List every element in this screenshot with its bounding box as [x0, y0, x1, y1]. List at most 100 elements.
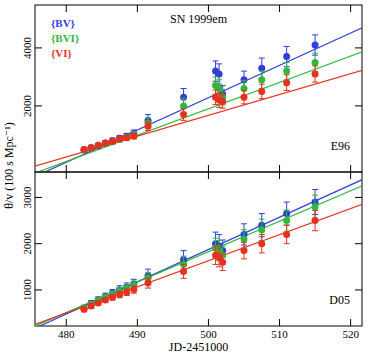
- fit-line: [35, 185, 362, 326]
- error-bar: [117, 291, 123, 297]
- error-cap: [181, 108, 187, 109]
- error-cap: [241, 223, 247, 224]
- x-tick: [208, 172, 209, 179]
- y-tick: [355, 105, 362, 106]
- y-tick-label: 2000: [21, 232, 33, 255]
- point: [88, 144, 95, 151]
- point: [283, 217, 290, 224]
- point: [145, 123, 152, 130]
- x-tick-label: 480: [58, 328, 75, 340]
- error-cap: [259, 98, 265, 99]
- error-cap: [284, 209, 290, 210]
- error-cap: [259, 234, 265, 235]
- error-bar: [259, 234, 265, 252]
- x-tick: [137, 319, 138, 326]
- error-bar: [312, 35, 318, 55]
- y-tick-label: 3000: [21, 186, 33, 209]
- x-axis-label: JD-2451000: [169, 340, 228, 353]
- error-cap: [284, 62, 290, 63]
- point: [240, 94, 247, 101]
- point: [81, 306, 88, 313]
- point: [180, 268, 187, 275]
- point: [312, 59, 319, 66]
- point: [130, 133, 137, 140]
- point: [123, 134, 130, 141]
- point: [95, 142, 102, 149]
- error-cap: [213, 89, 219, 90]
- plot-area: [35, 178, 362, 326]
- error-cap: [312, 34, 318, 35]
- error-cap: [241, 258, 247, 259]
- point: [95, 142, 102, 149]
- error-cap: [259, 213, 265, 214]
- y-tick: [355, 243, 362, 244]
- error-cap: [312, 230, 318, 231]
- error-cap: [213, 232, 219, 233]
- point: [109, 137, 116, 144]
- error-cap: [213, 104, 219, 105]
- x-tick: [66, 165, 67, 172]
- y-tick-label: 1000: [21, 278, 33, 301]
- y-tick-label: 2000: [21, 94, 33, 117]
- point: [283, 79, 290, 86]
- error-cap: [145, 272, 151, 273]
- point: [180, 102, 187, 109]
- point: [95, 299, 102, 306]
- frame: [35, 5, 362, 172]
- x-tick: [137, 5, 138, 12]
- error-cap: [145, 118, 151, 119]
- error-cap: [259, 219, 265, 220]
- error-cap: [181, 98, 187, 99]
- error-cap: [181, 88, 187, 89]
- error-cap: [220, 253, 226, 254]
- point: [88, 144, 95, 151]
- x-tick: [208, 165, 209, 172]
- error-bar: [312, 66, 318, 82]
- error-cap: [312, 210, 318, 211]
- error-cap: [216, 107, 222, 108]
- error-bar: [145, 278, 151, 288]
- annotation: D05: [329, 293, 350, 307]
- error-cap: [241, 80, 247, 81]
- point: [109, 294, 116, 301]
- error-cap: [216, 63, 222, 64]
- error-cap: [284, 243, 290, 244]
- y-tick: [355, 197, 362, 198]
- error-cap: [241, 71, 247, 72]
- error-cap: [181, 278, 187, 279]
- point: [95, 142, 102, 149]
- fit-line: [35, 70, 362, 170]
- point: [130, 286, 137, 293]
- point: [258, 65, 265, 72]
- point: [258, 88, 265, 95]
- error-bar: [131, 133, 137, 139]
- error-cap: [124, 282, 130, 283]
- title: SN 1999em: [170, 12, 228, 26]
- point: [216, 85, 223, 92]
- error-cap: [312, 53, 318, 54]
- fit-line: [35, 203, 362, 326]
- point: [81, 146, 88, 153]
- error-cap: [216, 79, 222, 80]
- error-cap: [213, 76, 219, 77]
- x-tick: [66, 172, 67, 179]
- x-tick: [208, 319, 209, 326]
- point: [240, 236, 247, 243]
- point: [123, 289, 130, 296]
- point: [81, 305, 88, 312]
- error-cap: [213, 264, 219, 265]
- point: [81, 305, 88, 312]
- fit-line: [35, 51, 362, 172]
- error-bar: [241, 91, 247, 104]
- point: [145, 279, 152, 286]
- panel: 20004000{BV}{BVI}{VI}SN 1999emE96θ/v (10…: [2, 5, 365, 209]
- error-cap: [259, 252, 265, 253]
- error-bar: [124, 289, 130, 295]
- error-bar: [220, 95, 226, 108]
- point: [116, 135, 123, 142]
- point: [116, 291, 123, 298]
- error-bar: [131, 286, 137, 293]
- error-cap: [145, 130, 151, 131]
- point: [240, 247, 247, 254]
- point: [219, 259, 226, 266]
